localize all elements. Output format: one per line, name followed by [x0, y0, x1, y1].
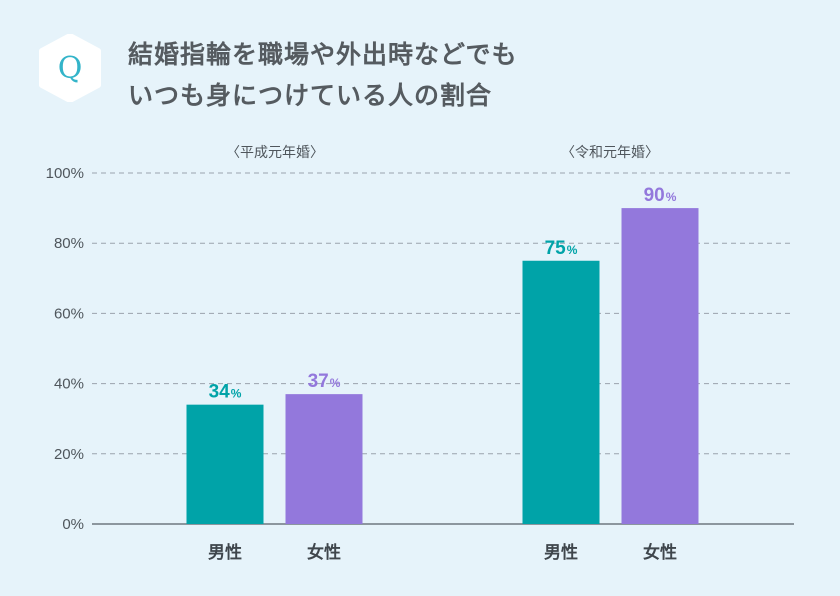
bar-female-2 — [621, 208, 699, 524]
y-tick-label: 80% — [54, 235, 84, 252]
category-label: 男性 — [544, 542, 578, 563]
data-label: 34% — [209, 382, 242, 403]
chart-title: 結婚指輪を職場や外出時などでも いつも身につけている人の割合 — [128, 34, 518, 116]
data-label: 90% — [644, 185, 677, 206]
bar-male-1 — [186, 404, 264, 524]
category-label: 女性 — [307, 542, 341, 563]
bar-female-1 — [285, 394, 363, 524]
group-label: 〈令和元年婚〉 — [561, 145, 659, 161]
q-badge-icon — [39, 34, 101, 102]
y-tick-label: 20% — [54, 446, 84, 463]
y-tick-label: 40% — [54, 376, 84, 393]
bar-male-2 — [522, 260, 600, 524]
category-label: 女性 — [643, 542, 677, 563]
group-label: 〈平成元年婚〉 — [226, 145, 324, 161]
y-tick-label: 0% — [62, 516, 84, 533]
y-tick-label: 60% — [54, 305, 84, 322]
y-tick-label: 100% — [46, 165, 84, 182]
chart-title-line1: 結婚指輪を職場や外出時などでも — [128, 40, 518, 69]
data-label: 37% — [308, 371, 341, 392]
category-label: 男性 — [208, 542, 242, 563]
q-badge-letter: Q — [57, 50, 83, 86]
data-label: 75% — [545, 238, 578, 259]
chart-title-line2: いつも身につけている人の割合 — [128, 81, 493, 110]
